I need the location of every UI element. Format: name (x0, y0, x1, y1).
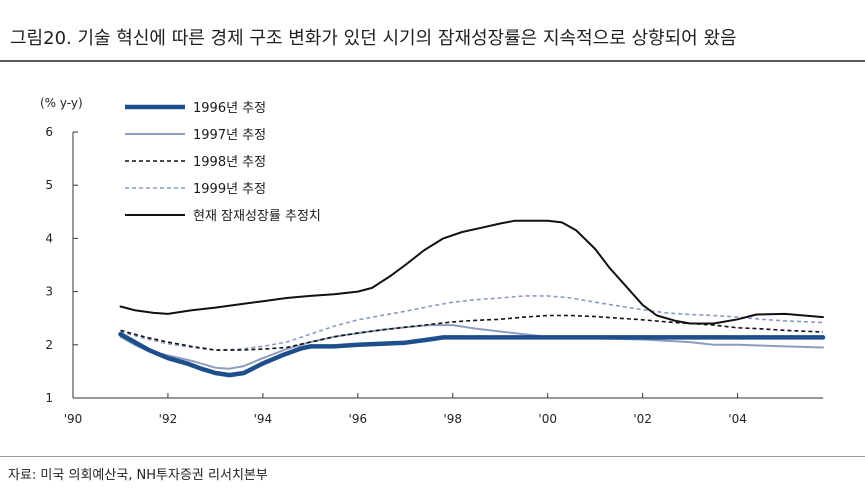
x-tick-label: '94 (254, 412, 273, 426)
series-line-5 (119, 219, 824, 325)
x-tick-label: '02 (633, 412, 652, 426)
y-tick-label: 6 (45, 125, 53, 139)
x-tick-label: '90 (64, 412, 83, 426)
series-line-2 (119, 324, 824, 370)
source-note: 자료: 미국 의회예산국, NH투자증권 리서치본부 (0, 456, 865, 500)
legend-label: 1996년 추정 (193, 101, 266, 116)
series-line-1 (118, 331, 826, 378)
legend-label: 1999년 추정 (193, 182, 266, 197)
x-tick-label: '00 (538, 412, 557, 426)
y-tick-label: 4 (45, 231, 53, 245)
x-tick-label: '98 (443, 412, 462, 426)
chart-series (118, 219, 826, 378)
line-chart: (% y-y) 1 2 3 4 5 6 '90 '92 '94 '96 '98 '00 '02 '04 19… (40, 96, 826, 426)
y-tick-label: 1 (45, 391, 53, 405)
chart-title: 그림20. 기술 혁신에 따른 경제 구조 변화가 있던 시기의 잠재성장률은 … (0, 0, 865, 62)
chart-axes: (% y-y) 1 2 3 4 5 6 '90 '92 '94 '96 '98 '00 '02 '04 (40, 96, 823, 426)
y-tick-label: 5 (45, 178, 53, 192)
x-tick-label: '92 (159, 412, 178, 426)
x-tick-label: '04 (728, 412, 747, 426)
x-tick-label: '96 (349, 412, 368, 426)
legend-label: 현재 잠재성장률 추정치 (193, 209, 321, 224)
y-tick-label: 2 (45, 338, 53, 352)
y-axis-label: (% y-y) (40, 96, 83, 110)
series-line-4 (120, 295, 824, 351)
legend-label: 1998년 추정 (193, 155, 266, 170)
y-tick-label: 3 (45, 285, 53, 299)
legend-label: 1997년 추정 (193, 128, 266, 143)
